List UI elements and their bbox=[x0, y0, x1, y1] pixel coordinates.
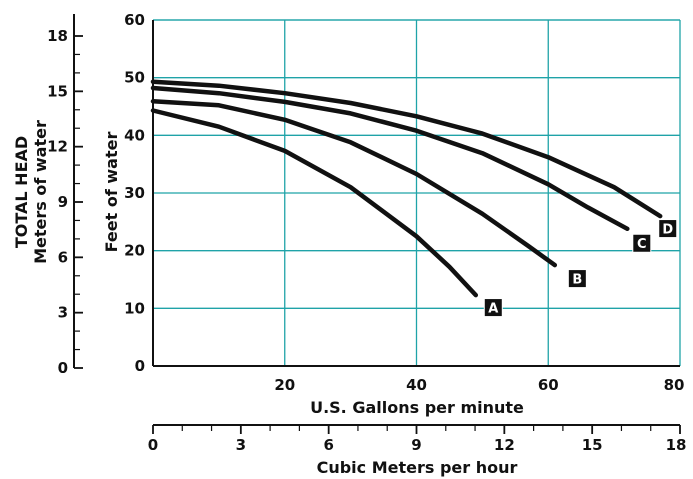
y-tick-label: 20 bbox=[124, 242, 145, 260]
meters-axis: 0 3 6 9 12 15 18 bbox=[47, 14, 83, 377]
secondary-y-tick-label: 15 bbox=[47, 82, 68, 100]
secondary-x-axis-title: Cubic Meters per hour bbox=[317, 458, 518, 477]
y-tick-label: 0 bbox=[135, 357, 145, 375]
y-tick-label: 40 bbox=[124, 126, 145, 144]
secondary-x-tick-label: 9 bbox=[411, 436, 421, 454]
secondary-y-tick-label: 0 bbox=[58, 359, 68, 377]
cubic-meters-axis: 0 3 6 9 12 15 18 bbox=[148, 424, 687, 454]
secondary-y-tick-label: 3 bbox=[58, 304, 68, 322]
curve-badge-label-c: C bbox=[637, 237, 647, 252]
secondary-x-tick-label: 0 bbox=[148, 436, 158, 454]
curve-a bbox=[150, 108, 479, 298]
x-tick-label: 80 bbox=[664, 376, 685, 394]
curve-badge-label-d: D bbox=[662, 222, 673, 237]
curve-badge-label-b: B bbox=[572, 272, 582, 287]
curve-badge-a bbox=[484, 299, 502, 317]
curve-d bbox=[150, 79, 663, 219]
secondary-x-tick-label: 12 bbox=[494, 436, 515, 454]
secondary-x-tick-label: 3 bbox=[236, 436, 246, 454]
x-tick-label: 40 bbox=[406, 376, 427, 394]
curve-badge-d bbox=[659, 220, 677, 238]
secondary-y-tick-label: 9 bbox=[58, 193, 68, 211]
curve-labels: A B CD bbox=[483, 219, 678, 318]
curve-c bbox=[150, 85, 630, 232]
feet-axis-ticks: 0 10 20 30 40 50 60 bbox=[124, 11, 145, 375]
secondary-y-tick-label: 12 bbox=[47, 138, 68, 156]
pump-curves bbox=[150, 79, 663, 298]
curve-badge-c bbox=[633, 234, 651, 252]
y-tick-label: 60 bbox=[124, 11, 145, 29]
secondary-y-axis-title-line1: TOTAL HEAD bbox=[12, 136, 31, 248]
x-tick-label: 20 bbox=[274, 376, 295, 394]
y-axis-title: Feet of water bbox=[102, 132, 121, 253]
secondary-x-tick-label: 15 bbox=[582, 436, 603, 454]
secondary-x-tick-label: 18 bbox=[666, 436, 687, 454]
curve-badge-label-a: A bbox=[488, 301, 498, 316]
curve-badge-b bbox=[568, 270, 586, 288]
plot-frame bbox=[152, 19, 681, 367]
x-tick-label: 60 bbox=[538, 376, 559, 394]
gpm-axis-ticks: 20 40 60 80 bbox=[274, 376, 684, 394]
secondary-x-tick-label: 6 bbox=[323, 436, 333, 454]
y-tick-label: 30 bbox=[124, 184, 145, 202]
curve-b bbox=[150, 99, 558, 268]
secondary-y-tick-label: 6 bbox=[58, 248, 68, 266]
y-tick-label: 50 bbox=[124, 69, 145, 87]
secondary-y-tick-label: 18 bbox=[47, 27, 68, 45]
secondary-y-axis-title-line2: Meters of water bbox=[31, 120, 50, 264]
grid-lines bbox=[153, 19, 680, 366]
x-axis-title: U.S. Gallons per minute bbox=[310, 398, 524, 417]
y-tick-label: 10 bbox=[124, 299, 145, 317]
